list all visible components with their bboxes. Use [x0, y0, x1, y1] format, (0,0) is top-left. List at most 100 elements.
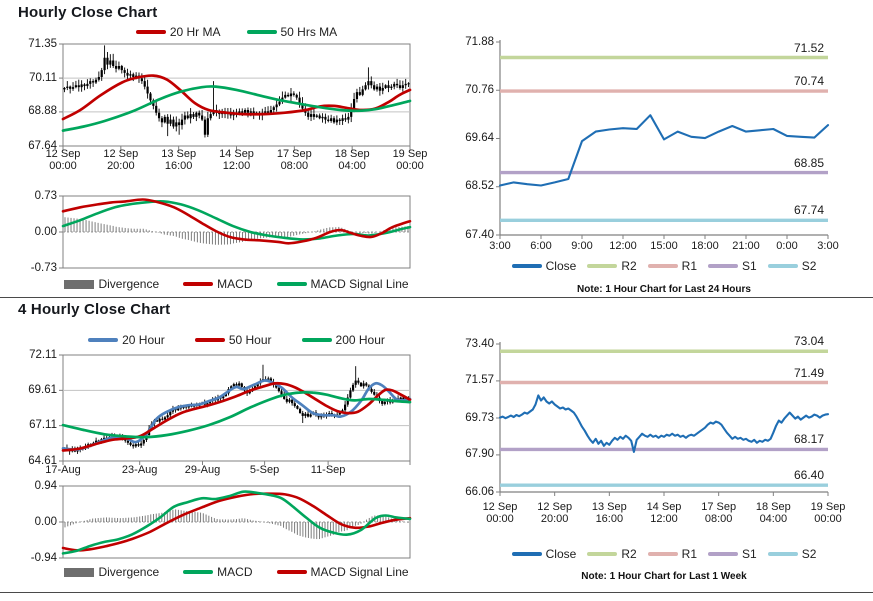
legend-label: S1 — [742, 547, 757, 561]
x-axis-tick-label: 12:00 — [609, 240, 637, 252]
legend-item-close: Close — [511, 259, 576, 273]
pivot-level-label-s1: 68.85 — [793, 155, 824, 170]
x-axis-tick-label: 17 Sep 08:00 — [276, 148, 312, 172]
y-axis-tick-label: 73.40 — [465, 337, 494, 350]
x-axis-tick-label: 3:00 — [489, 240, 511, 252]
pivot-level-label-s2: 66.40 — [793, 468, 824, 483]
y-axis-tick-label: -0.73 — [30, 261, 57, 274]
bar-swatch-icon — [64, 567, 95, 577]
x-axis-tick-label: 21:00 — [732, 240, 760, 252]
legend-item-20-hr-ma: 20 Hr MA — [135, 25, 221, 39]
pivot-level-label-r1: 71.49 — [793, 365, 824, 380]
legend-item-50-hrs-ma: 50 Hrs MA — [246, 25, 337, 39]
chart-note: Note: 1 Hour Chart for Last 24 Hours — [577, 284, 751, 295]
x-axis-tick-label: 19 Sep 00:00 — [392, 148, 428, 172]
chart-legend: 20 Hour 50 Hour 200 Hour — [63, 333, 410, 347]
line-swatch-icon — [301, 338, 332, 342]
legend-label: S1 — [742, 259, 757, 273]
line-swatch-icon — [246, 30, 277, 34]
y-axis-tick-label: 0.73 — [34, 189, 57, 202]
legend-item-macd: MACD — [183, 277, 253, 291]
pivot-level-label-r2: 73.04 — [793, 334, 824, 349]
chart-legend: Divergence MACD MACD Signal Line — [63, 277, 410, 291]
legend-label: S2 — [801, 259, 817, 273]
legend-label: 20 Hr MA — [169, 25, 221, 39]
line-swatch-icon — [88, 338, 119, 342]
line-swatch-icon — [587, 552, 618, 556]
line-swatch-icon — [183, 282, 214, 286]
y-axis-tick-label: 72.11 — [29, 348, 57, 361]
line-swatch-icon — [183, 570, 214, 574]
y-axis-tick-label: 68.52 — [465, 180, 494, 193]
legend-item-macd: MACD — [183, 565, 253, 579]
chart-legend: Close R2 R1 S1 S2 — [500, 547, 828, 561]
x-axis-tick-label: 14 Sep 12:00 — [219, 148, 254, 172]
line-swatch-icon — [194, 338, 225, 342]
legend-item-macd-signal-line: MACD Signal Line — [276, 277, 409, 291]
x-axis-tick-label: 17 Sep 08:00 — [701, 501, 737, 525]
legend-label: Divergence — [98, 565, 160, 579]
pivot-level-label-s2: 67.74 — [793, 203, 824, 218]
line-swatch-icon — [767, 552, 798, 556]
legend-item-r2: R2 — [587, 547, 637, 561]
y-axis-tick-label: 71.88 — [465, 35, 494, 48]
x-axis-tick-label: 17-Aug — [45, 464, 81, 476]
bar-swatch-icon — [64, 279, 95, 289]
legend-item-divergence: Divergence — [64, 565, 159, 579]
y-axis-tick-label: 67.64 — [28, 139, 57, 152]
line-swatch-icon — [767, 264, 798, 268]
pivot-level-label-s1: 68.17 — [793, 432, 824, 447]
legend-label: Close — [545, 547, 577, 561]
y-axis-tick-label: 69.61 — [28, 383, 57, 396]
legend-label: S2 — [801, 547, 817, 561]
x-axis-tick-label: 12 Sep 20:00 — [103, 148, 139, 172]
x-axis-tick-label: 12 Sep 00:00 — [482, 501, 518, 525]
y-axis-tick-label: 67.40 — [465, 228, 494, 241]
legend-item-s1: S1 — [708, 547, 757, 561]
legend-item-r1: R1 — [647, 259, 697, 273]
line-swatch-icon — [276, 570, 307, 574]
legend-label: MACD Signal Line — [310, 277, 409, 291]
section-divider-bottom — [0, 592, 873, 593]
y-axis-tick-label: 67.11 — [29, 419, 57, 432]
legend-label: R1 — [681, 259, 697, 273]
line-swatch-icon — [647, 552, 678, 556]
y-axis-tick-label: 70.76 — [465, 83, 494, 96]
legend-label: R2 — [621, 547, 637, 561]
x-axis-tick-label: 15:00 — [650, 240, 678, 252]
legend-label: 50 Hour — [228, 333, 272, 347]
x-axis-tick-label: 23-Aug — [121, 464, 158, 476]
y-axis-tick-label: 68.88 — [28, 105, 57, 118]
x-axis-tick-label: 13 Sep 16:00 — [161, 148, 197, 172]
section-title-4hourly: 4 Hourly Close Chart — [18, 301, 171, 318]
section-divider-top — [0, 297, 873, 298]
y-axis-tick-label: 0.00 — [34, 225, 57, 238]
pivot-level-label-r2: 71.52 — [793, 40, 824, 55]
x-axis-tick-label: 6:00 — [530, 240, 552, 252]
legend-item-r1: R1 — [647, 547, 697, 561]
x-axis-tick-label: 13 Sep 16:00 — [591, 501, 627, 525]
line-swatch-icon — [708, 552, 738, 556]
legend-item-s2: S2 — [767, 259, 817, 273]
y-axis-tick-label: 0.00 — [34, 515, 57, 528]
chart-legend: 20 Hr MA 50 Hrs MA — [63, 25, 410, 39]
legend-label: MACD — [217, 565, 253, 579]
y-axis-tick-label: 71.35 — [28, 37, 57, 50]
legend-item-50-hour: 50 Hour — [194, 333, 272, 347]
y-axis-tick-label: 69.73 — [465, 411, 494, 424]
legend-label: MACD — [217, 277, 253, 291]
x-axis-tick-label: 18 Sep 04:00 — [334, 148, 370, 172]
legend-item-20-hour: 20 Hour — [88, 333, 165, 347]
y-axis-tick-label: 0.94 — [34, 479, 57, 492]
y-axis-tick-label: 69.64 — [465, 132, 494, 144]
line-swatch-icon — [708, 264, 738, 268]
x-axis-tick-label: 29-Aug — [184, 464, 221, 476]
x-axis-tick-label: 19 Sep 00:00 — [810, 501, 846, 525]
line-swatch-icon — [511, 264, 542, 268]
legend-item-s2: S2 — [767, 547, 817, 561]
line-swatch-icon — [276, 282, 307, 286]
x-axis-tick-label: 3:00 — [817, 240, 839, 252]
legend-label: R1 — [681, 547, 697, 561]
x-axis-tick-label: 18 Sep 04:00 — [755, 501, 791, 525]
